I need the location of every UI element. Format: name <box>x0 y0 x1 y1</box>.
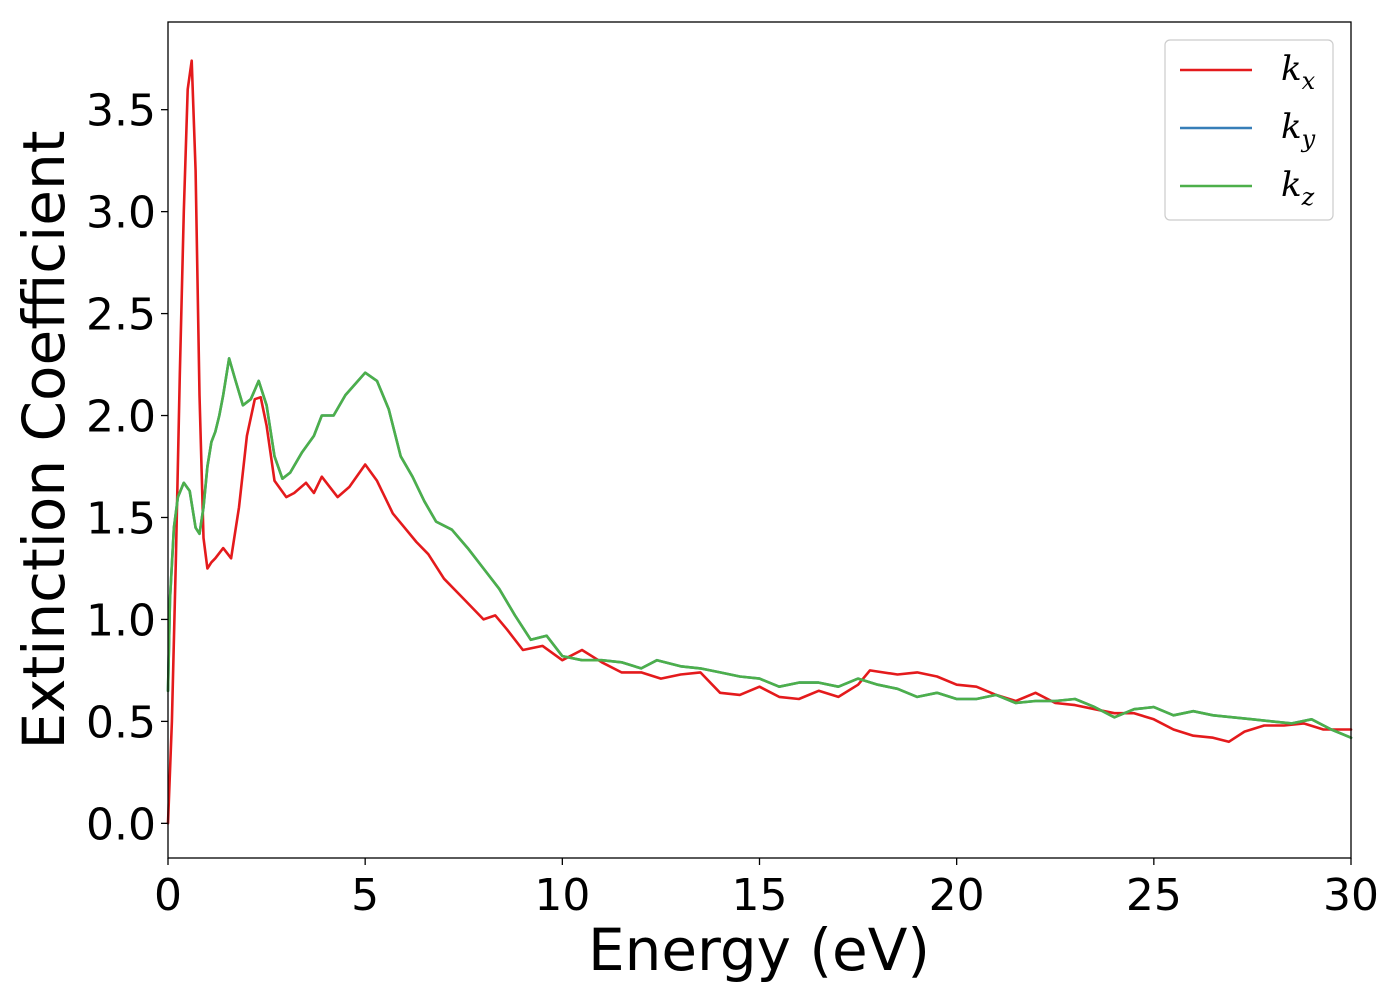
y-tick-label: 2.0 <box>86 392 156 443</box>
x-axis-ticks: 0 5 10 15 20 25 30 <box>154 858 1379 921</box>
legend-label-kz: kz <box>1281 165 1315 211</box>
y-tick-label: 0.0 <box>86 799 156 850</box>
legend-label-base: k <box>1281 49 1302 89</box>
x-tick-label: 20 <box>929 870 985 921</box>
y-axis-ticks: 0.0 0.5 1.0 1.5 2.0 2.5 3.0 3.5 <box>86 86 168 850</box>
series-layer <box>166 59 1353 825</box>
y-tick-label: 3.0 <box>86 188 156 239</box>
x-tick-label: 30 <box>1323 870 1379 921</box>
legend-label-base: k <box>1281 165 1302 205</box>
legend-label-kx: kx <box>1281 49 1316 95</box>
y-axis-label: Extinction Coefficient <box>10 131 78 750</box>
legend-label-subscript: z <box>1301 183 1315 211</box>
y-tick-label: 1.5 <box>86 493 156 544</box>
x-tick-label: 15 <box>732 870 788 921</box>
y-tick-label: 2.5 <box>86 290 156 341</box>
x-tick-label: 10 <box>534 870 590 921</box>
legend-label-ky: ky <box>1281 107 1316 153</box>
y-tick-label: 1.0 <box>86 595 156 646</box>
y-tick-label: 3.5 <box>86 86 156 137</box>
series-line-kz <box>166 357 1353 739</box>
y-tick-label: 0.5 <box>86 697 156 748</box>
legend-label-subscript: y <box>1301 125 1316 153</box>
legend-box <box>1164 39 1334 221</box>
legend-label-base: k <box>1281 107 1302 147</box>
series-line-ky <box>166 357 1353 739</box>
x-tick-label: 0 <box>154 870 182 921</box>
x-tick-label: 25 <box>1126 870 1182 921</box>
legend-label-subscript: x <box>1302 67 1316 95</box>
series-line-kx <box>166 59 1353 825</box>
x-tick-label: 5 <box>351 870 379 921</box>
x-axis-label: Energy (eV) <box>588 916 930 984</box>
